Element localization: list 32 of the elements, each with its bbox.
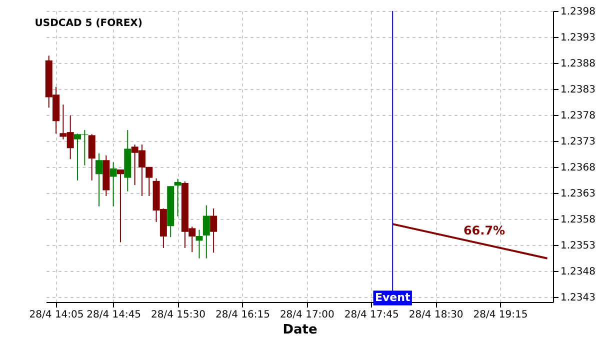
candlestick xyxy=(210,208,218,254)
ref-line-label: Event xyxy=(374,291,410,304)
x-tick-label: 28/4 14:05 xyxy=(29,310,84,320)
x-tick-label: 28/4 15:30 xyxy=(151,310,206,320)
y-tick-label: 1.2368 xyxy=(560,162,596,174)
annotation: 66.7% xyxy=(463,224,506,238)
y-tick-label: 1.2398 xyxy=(560,6,596,18)
candlestick xyxy=(174,178,182,217)
candlestick xyxy=(88,134,96,181)
x-tick-label: 28/4 17:00 xyxy=(280,310,334,320)
candlestick xyxy=(116,168,124,243)
y-tick-label: 1.2353 xyxy=(560,240,596,252)
x-tick-label: 28/4 19:15 xyxy=(473,310,528,320)
candlestick xyxy=(202,204,210,259)
x-tick-label: 28/4 16:15 xyxy=(215,310,270,320)
y-tick-label: 1.2393 xyxy=(560,32,596,44)
y-tick-label: 1.2388 xyxy=(560,58,596,70)
candlestick xyxy=(95,152,102,207)
y-tick-label: 1.2373 xyxy=(560,136,596,148)
y-tick-label: 1.2363 xyxy=(560,188,596,200)
y-tick-label: 1.2358 xyxy=(560,214,596,226)
x-tick-label: 28/4 14:45 xyxy=(86,310,142,320)
x-axis-title: Date xyxy=(282,322,318,338)
y-tick-label: 1.2348 xyxy=(560,266,596,278)
x-tick-label: 28/4 18:30 xyxy=(408,310,464,320)
y-tick-label: 1.2383 xyxy=(560,84,596,96)
candlestick xyxy=(196,229,203,259)
text: USDCAD 5 (FOREX) xyxy=(34,18,142,29)
x-tick-label: 28/4 17:45 xyxy=(344,310,399,320)
candlestick xyxy=(110,162,117,207)
y-tick-label: 1.2378 xyxy=(560,110,596,122)
y-tick-label: 1.2343 xyxy=(560,292,596,304)
